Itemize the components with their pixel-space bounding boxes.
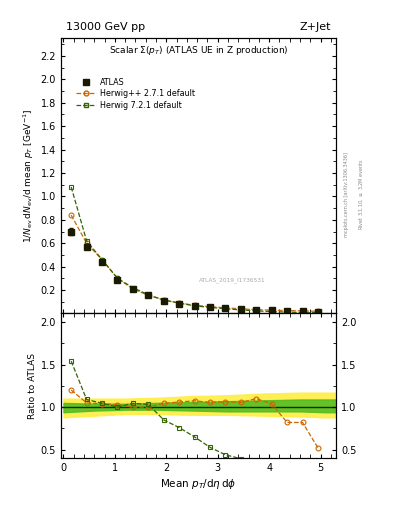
Text: ATLAS_2019_I1736531: ATLAS_2019_I1736531 xyxy=(198,278,265,283)
Text: Rivet 3.1.10, $\geq$ 3.2M events: Rivet 3.1.10, $\geq$ 3.2M events xyxy=(358,159,365,230)
Y-axis label: Ratio to ATLAS: Ratio to ATLAS xyxy=(28,353,37,419)
Legend: ATLAS, Herwig++ 2.7.1 default, Herwig 7.2.1 default: ATLAS, Herwig++ 2.7.1 default, Herwig 7.… xyxy=(73,75,197,112)
Text: Scalar $\Sigma(p_T)$ (ATLAS UE in Z production): Scalar $\Sigma(p_T)$ (ATLAS UE in Z prod… xyxy=(109,44,288,57)
Text: mcplots.cern.ch [arXiv:1306.3436]: mcplots.cern.ch [arXiv:1306.3436] xyxy=(344,152,349,237)
Text: Z+Jet: Z+Jet xyxy=(299,22,331,32)
X-axis label: Mean $p_T/{\rm d}\eta\,{\rm d}\phi$: Mean $p_T/{\rm d}\eta\,{\rm d}\phi$ xyxy=(160,477,237,492)
Y-axis label: $1/N_{\rm ev}\,{\rm d}N_{\rm ev}/{\rm d}$ mean $p_T$ [GeV$^{-1}$]: $1/N_{\rm ev}\,{\rm d}N_{\rm ev}/{\rm d}… xyxy=(22,109,37,243)
Text: 13000 GeV pp: 13000 GeV pp xyxy=(66,22,145,32)
